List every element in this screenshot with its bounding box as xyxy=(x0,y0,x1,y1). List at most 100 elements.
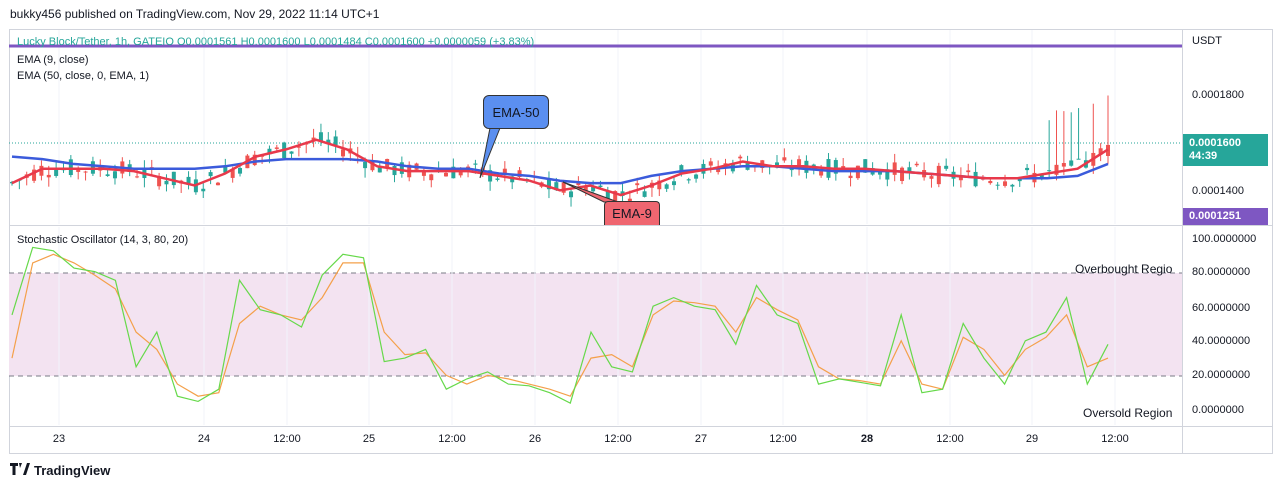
time-tick: 23 xyxy=(52,433,66,445)
tradingview-logo[interactable]: TradingView xyxy=(10,463,110,478)
candle-body xyxy=(642,191,647,197)
candle-body xyxy=(716,167,721,173)
candle-body xyxy=(252,154,257,166)
candle-body xyxy=(774,162,779,168)
time-tick: 28 xyxy=(860,433,874,445)
candlestick-series xyxy=(10,95,1110,212)
candle-body xyxy=(877,170,882,175)
candle-body xyxy=(488,170,493,182)
time-tick: 12:00 xyxy=(1101,433,1129,445)
ema50-legend[interactable]: EMA (50, close, 0, EMA, 1) xyxy=(17,70,150,82)
time-tick: 12:00 xyxy=(438,433,466,445)
candle-body xyxy=(443,172,448,177)
time-tick: 12:00 xyxy=(769,433,797,445)
time-tick: 24 xyxy=(197,433,211,445)
candle-body xyxy=(83,171,88,173)
candle-body xyxy=(215,182,220,186)
time-tick: 27 xyxy=(694,433,708,445)
candle-body xyxy=(914,163,919,166)
candle-body xyxy=(900,167,905,181)
candle-body xyxy=(502,168,507,175)
candle-body xyxy=(958,175,963,181)
candle-body xyxy=(598,185,603,188)
candle-body xyxy=(657,180,662,190)
candle-body xyxy=(1010,184,1015,187)
candle-body xyxy=(789,168,794,171)
candle-body xyxy=(797,159,802,168)
stoch-k-line xyxy=(11,246,1109,404)
candle-body xyxy=(1098,148,1103,155)
tradingview-logo-text: TradingView xyxy=(34,463,111,478)
time-axis-border xyxy=(9,426,1273,427)
candle-body xyxy=(892,162,897,175)
ema50-line xyxy=(11,155,1109,185)
time-tick: 25 xyxy=(362,433,376,445)
candle-body xyxy=(46,174,51,178)
candle-body xyxy=(988,180,993,184)
pane-separator[interactable] xyxy=(9,225,1273,226)
candle-body xyxy=(510,176,515,183)
candle-body xyxy=(54,169,59,176)
overbought-label: Overbought Regio xyxy=(1075,262,1173,276)
candle-body xyxy=(679,165,684,174)
candle-body xyxy=(451,166,456,179)
candle-body xyxy=(421,171,426,176)
candle-body xyxy=(569,191,574,198)
time-tick: 12:00 xyxy=(604,433,632,445)
candle-body xyxy=(377,166,382,173)
candle-body xyxy=(186,176,191,185)
candle-body xyxy=(1069,160,1074,166)
candle-body xyxy=(230,169,235,178)
candle-body xyxy=(885,169,890,180)
candle-body xyxy=(833,160,838,174)
low-price-tag: 0.0001251 xyxy=(1183,208,1268,225)
currency-label: USDT xyxy=(1192,35,1222,47)
candle-body xyxy=(546,178,551,190)
stoch-band xyxy=(9,273,1182,376)
stoch-legend[interactable]: Stochastic Oscillator (14, 3, 80, 20) xyxy=(17,234,189,246)
candle-body xyxy=(819,169,824,176)
candle-body xyxy=(223,167,228,173)
candle-body xyxy=(782,157,787,161)
candle-body xyxy=(694,174,699,179)
candle-body xyxy=(517,170,522,178)
tradingview-logo-icon xyxy=(10,463,30,478)
candle-body xyxy=(973,171,978,187)
candle-body xyxy=(1025,167,1030,171)
candle-body xyxy=(627,198,632,202)
ema9-callout: EMA-9 xyxy=(604,201,660,225)
candle-body xyxy=(289,151,294,154)
osc-axis-label: 40.0000000 xyxy=(1192,335,1251,347)
candle-body xyxy=(164,180,169,185)
candle-body xyxy=(201,188,206,192)
time-tick: 12:00 xyxy=(273,433,301,445)
candle-body xyxy=(267,148,272,155)
candle-body xyxy=(708,161,713,166)
current-price-tag: 0.0001600 44:39 xyxy=(1183,134,1268,166)
candle-body xyxy=(238,168,243,174)
oversold-label: Oversold Region xyxy=(1083,406,1173,420)
candle-body xyxy=(32,169,37,181)
ema50-callout: EMA-50 xyxy=(483,95,549,129)
ema9-legend[interactable]: EMA (9, close) xyxy=(17,54,89,66)
osc-axis-label: 0.0000000 xyxy=(1192,404,1244,416)
candle-body xyxy=(1076,158,1081,160)
time-tick: 29 xyxy=(1025,433,1039,445)
price-grid xyxy=(58,30,1116,224)
candle-body xyxy=(1039,174,1044,180)
time-tick: 26 xyxy=(528,433,542,445)
price-axis-border xyxy=(1182,29,1183,454)
candle-body xyxy=(561,182,566,193)
candle-body xyxy=(686,179,691,181)
candle-body xyxy=(495,178,500,180)
osc-axis-label: 60.0000000 xyxy=(1192,302,1251,314)
candle-body xyxy=(1061,163,1066,167)
candle-body xyxy=(863,159,868,173)
candle-body xyxy=(672,181,677,186)
candle-body xyxy=(311,137,316,141)
publish-info: bukky456 published on TradingView.com, N… xyxy=(10,7,380,21)
candle-body xyxy=(907,167,912,173)
candle-body xyxy=(995,184,1000,186)
osc-axis-label: 20.0000000 xyxy=(1192,369,1251,381)
